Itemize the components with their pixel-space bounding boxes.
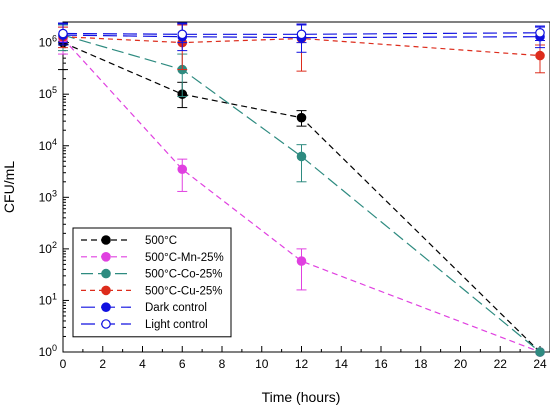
legend-label: 500°C-Mn-25% bbox=[145, 252, 224, 264]
x-tick-label: 16 bbox=[374, 357, 388, 371]
legend-marker bbox=[101, 251, 111, 262]
data-point bbox=[535, 50, 545, 61]
y-tick-label: 101 bbox=[39, 291, 57, 307]
legend-marker bbox=[101, 302, 111, 312]
data-point bbox=[296, 29, 307, 40]
legend-label: 500°C-Cu-25% bbox=[145, 285, 222, 297]
x-tick-label: 6 bbox=[179, 357, 186, 371]
x-tick-label: 8 bbox=[219, 357, 226, 371]
y-tick-label: 106 bbox=[39, 34, 57, 50]
legend: 500°C 500°C-Mn-25% 500°C-Co-25% 500°C-Cu-25… bbox=[72, 227, 232, 338]
data-point bbox=[535, 28, 545, 38]
data-point bbox=[296, 256, 307, 266]
data-point bbox=[296, 112, 307, 123]
legend-box bbox=[72, 227, 232, 338]
legend-label: 500°C bbox=[145, 235, 177, 247]
y-axis-title: CFU/mL bbox=[1, 161, 17, 213]
series-500°C-Co-25% bbox=[58, 24, 545, 357]
y-tick-label: 104 bbox=[39, 137, 57, 153]
x-tick-label: 4 bbox=[139, 357, 146, 371]
series-layer bbox=[58, 22, 545, 357]
series-line bbox=[62, 38, 541, 353]
x-tick-label: 2 bbox=[99, 357, 106, 371]
legend-label: Dark control bbox=[145, 302, 207, 314]
series-line bbox=[62, 34, 541, 353]
legend-marker bbox=[101, 235, 111, 245]
legend-label: Light control bbox=[145, 319, 208, 331]
x-tick-label: 24 bbox=[533, 357, 547, 371]
x-axis: 0 2 4 6 8 10 12 14 16 18 20 22 24 bbox=[60, 346, 547, 371]
x-tick-label: 0 bbox=[60, 357, 67, 371]
x-tick-label: 18 bbox=[414, 357, 428, 371]
x-tick-label: 20 bbox=[454, 357, 468, 371]
y-tick-label: 105 bbox=[39, 85, 57, 101]
x-axis-title: Time (hours) bbox=[262, 389, 341, 405]
y-tick-label: 100 bbox=[39, 343, 57, 359]
plot-frame bbox=[62, 21, 550, 353]
x-tick-label: 22 bbox=[494, 357, 508, 371]
legend-label: 500°C-Co-25% bbox=[145, 269, 222, 281]
x-tick-label: 10 bbox=[255, 357, 269, 371]
data-point bbox=[296, 151, 307, 162]
legend-marker bbox=[101, 268, 111, 279]
y-tick-label: 103 bbox=[39, 188, 57, 204]
data-point bbox=[177, 164, 188, 175]
data-point bbox=[535, 347, 545, 357]
x-tick-label: 14 bbox=[335, 357, 349, 371]
x-tick-label: 12 bbox=[295, 357, 309, 371]
series-Light control bbox=[58, 22, 545, 44]
y-axis: 100 101 102 103 104 105 106 bbox=[39, 34, 69, 359]
data-point bbox=[58, 28, 68, 39]
data-point bbox=[177, 29, 188, 40]
legend-marker bbox=[101, 319, 111, 329]
legend-marker bbox=[101, 285, 111, 296]
y-tick-label: 102 bbox=[39, 240, 57, 256]
series-line bbox=[62, 42, 541, 353]
